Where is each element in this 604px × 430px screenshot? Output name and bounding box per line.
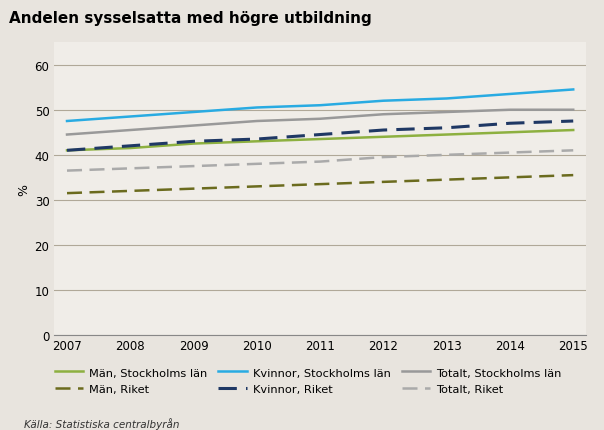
Text: Källa: Statistiska centralbyrån: Källa: Statistiska centralbyrån [24, 417, 179, 429]
Text: Andelen sysselsatta med högre utbildning: Andelen sysselsatta med högre utbildning [9, 11, 372, 26]
Y-axis label: %: % [18, 183, 30, 195]
Legend: Män, Stockholms län, Män, Riket, Kvinnor, Stockholms län, Kvinnor, Riket, Totalt: Män, Stockholms län, Män, Riket, Kvinnor… [51, 363, 565, 398]
